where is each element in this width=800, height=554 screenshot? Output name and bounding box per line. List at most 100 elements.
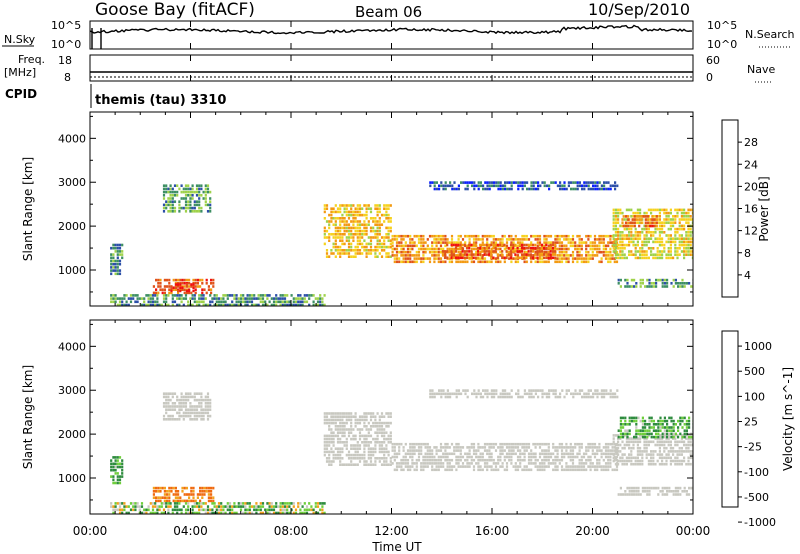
velocity-cell [519, 462, 522, 465]
velocity-cell [646, 493, 649, 496]
power-cell [658, 227, 661, 231]
velocity-cell [192, 499, 195, 503]
power-cell [659, 278, 662, 282]
power-cell [614, 231, 617, 234]
power-cell [163, 291, 166, 295]
power-cell [110, 300, 113, 304]
power-cell [689, 215, 692, 218]
power-cell [246, 297, 249, 300]
power-cell [490, 253, 493, 256]
velocity-cell [442, 392, 445, 396]
velocity-cell [591, 462, 594, 465]
velocity-cell [547, 458, 550, 462]
velocity-cell [506, 395, 509, 399]
power-cell [565, 257, 568, 260]
velocity-cell [110, 505, 113, 508]
power-cell [471, 181, 474, 184]
power-cell [538, 250, 541, 253]
velocity-cell [380, 428, 384, 431]
cpid-label: CPID [5, 87, 37, 101]
velocity-cell [481, 468, 484, 472]
power-cell [319, 303, 322, 306]
velocity-cell [336, 437, 340, 441]
power-cell [112, 300, 115, 304]
velocity-cell [560, 442, 564, 446]
velocity-cell [413, 468, 416, 472]
power-cell [417, 234, 421, 238]
velocity-cell [490, 465, 493, 468]
power-cell [680, 224, 683, 228]
power-cell [189, 194, 192, 197]
power-cell [510, 260, 513, 264]
velocity-cell [266, 508, 269, 512]
velocity-cell [510, 446, 513, 449]
power-cell [178, 297, 181, 300]
power-cell [683, 218, 686, 221]
power-cell [457, 260, 460, 264]
velocity-cell [466, 465, 469, 468]
power-cell [680, 243, 683, 247]
power-cell [645, 234, 648, 237]
velocity-cell [193, 411, 196, 415]
power-cell [255, 297, 258, 300]
velocity-cell [665, 456, 668, 460]
power-cell [173, 300, 177, 304]
velocity-cell [516, 455, 520, 459]
velocity-cell [473, 389, 476, 392]
velocity-cell [339, 457, 342, 460]
power-cell [534, 234, 537, 238]
velocity-cell [339, 453, 342, 457]
velocity-cell [683, 443, 686, 447]
velocity-cell [162, 392, 166, 395]
power-cell [656, 256, 659, 260]
velocity-cell [532, 389, 535, 392]
power-cell [635, 215, 639, 218]
power-cell [365, 207, 368, 210]
power-cell [121, 253, 124, 256]
power-cell [627, 215, 630, 218]
velocity-cell [659, 435, 662, 439]
power-cell [347, 204, 351, 207]
velocity-cell [604, 465, 608, 468]
velocity-cell [110, 475, 113, 478]
power-cell [645, 211, 648, 215]
power-cell [224, 300, 227, 304]
power-cell [330, 210, 333, 214]
power-cell [202, 294, 205, 297]
velocity-cell [609, 449, 612, 452]
velocity-cell [510, 452, 513, 456]
velocity-cell [523, 392, 526, 396]
power-cell [534, 256, 537, 260]
velocity-cell [279, 511, 282, 514]
power-cell [404, 234, 407, 238]
power-cell [598, 241, 601, 244]
velocity-cell [369, 463, 373, 466]
velocity-cell [389, 441, 392, 444]
power-cell [446, 241, 449, 244]
power-cell [129, 297, 133, 300]
velocity-cell [192, 486, 195, 490]
power-cell [383, 204, 386, 207]
power-cell [591, 247, 594, 251]
velocity-cell [169, 392, 172, 395]
power-cell [209, 197, 212, 200]
velocity-cell [334, 428, 337, 431]
velocity-cell [687, 456, 690, 460]
power-cell [571, 241, 575, 244]
power-cell [429, 181, 432, 184]
velocity-cell [612, 440, 615, 444]
velocity-cell [446, 462, 449, 465]
velocity-cell [171, 405, 174, 408]
power-cell [212, 278, 215, 282]
velocity-cell [422, 455, 425, 459]
velocity-cell [323, 441, 326, 444]
power-cell [525, 246, 528, 250]
power-cell [422, 254, 425, 257]
power-cell [339, 236, 342, 239]
velocity-cell [626, 432, 629, 436]
velocity-cell [525, 465, 528, 468]
power-cell [676, 247, 679, 250]
velocity-cell [614, 450, 617, 453]
power-cell [147, 294, 150, 297]
power-cell [585, 250, 588, 254]
